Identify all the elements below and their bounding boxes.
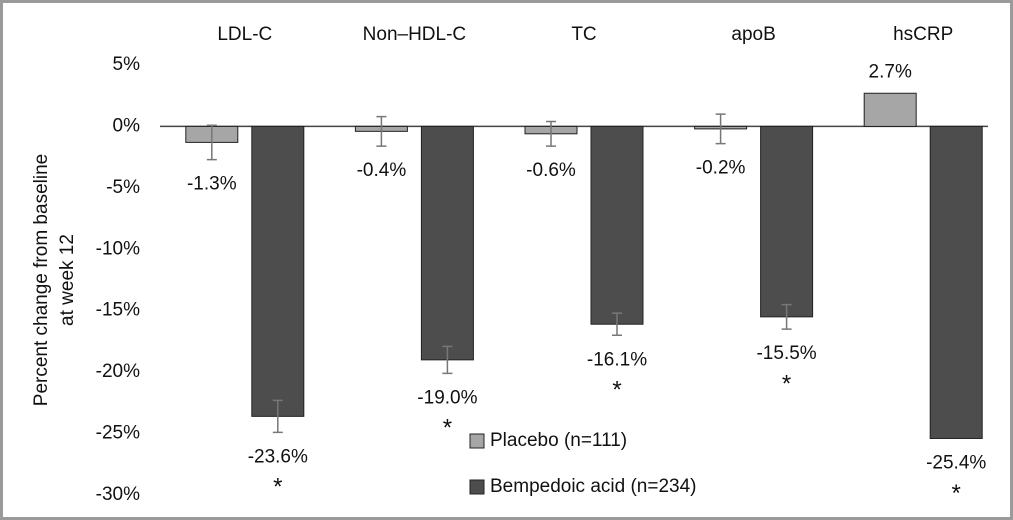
legend-swatch xyxy=(469,433,485,449)
category-label: hsCRP xyxy=(893,24,953,45)
value-label: -0.4% xyxy=(357,160,407,181)
category-label: LDL-C xyxy=(217,24,272,45)
y-axis-label: at week 12 xyxy=(57,234,78,326)
significance-marker: * xyxy=(612,377,621,404)
y-axis-label: Percent change from baseline xyxy=(31,154,52,406)
value-label: -25.4% xyxy=(926,453,986,474)
value-label: -16.1% xyxy=(587,349,647,370)
value-label: -0.6% xyxy=(526,160,576,181)
y-tick-label: -15% xyxy=(96,300,140,321)
value-label: -0.2% xyxy=(696,158,746,179)
bar xyxy=(863,92,917,127)
legend-swatch xyxy=(469,479,485,495)
category-label: apoB xyxy=(731,24,775,45)
value-label: -15.5% xyxy=(756,343,816,364)
bar xyxy=(251,125,305,417)
error-bar xyxy=(272,399,283,434)
error-bar xyxy=(206,124,217,161)
error-bar xyxy=(612,312,622,337)
bar xyxy=(929,125,983,439)
significance-marker: * xyxy=(952,480,961,507)
y-tick-label: -25% xyxy=(96,423,140,444)
value-label: -1.3% xyxy=(187,174,237,195)
error-bar xyxy=(376,115,387,147)
y-tick-label: -20% xyxy=(96,361,140,382)
significance-marker: * xyxy=(273,474,282,501)
category-label: TC xyxy=(571,24,596,45)
y-tick-label: -30% xyxy=(96,484,140,505)
error-bar xyxy=(546,120,556,147)
significance-marker: * xyxy=(782,370,791,397)
y-tick-label: 0% xyxy=(113,115,141,136)
error-bar xyxy=(442,345,453,375)
bar xyxy=(420,125,474,361)
y-tick-label: 5% xyxy=(113,54,141,75)
value-label: -19.0% xyxy=(417,387,477,408)
bar xyxy=(590,125,644,325)
error-bar xyxy=(715,113,726,145)
legend-label: Bempedoic acid (n=234) xyxy=(490,476,697,497)
y-tick-label: -10% xyxy=(96,238,140,259)
bar xyxy=(760,125,814,318)
y-tick-label: -5% xyxy=(106,177,140,198)
legend-label: Placebo (n=111) xyxy=(490,430,627,451)
value-label: 2.7% xyxy=(869,61,912,82)
value-label: -23.6% xyxy=(248,446,308,467)
category-label: Non–HDL-C xyxy=(363,24,466,45)
significance-marker: * xyxy=(443,415,452,442)
error-bar xyxy=(781,303,792,330)
